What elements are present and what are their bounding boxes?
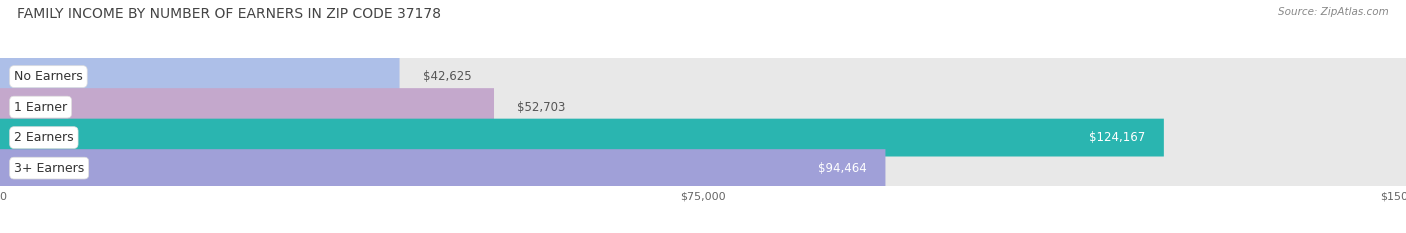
FancyBboxPatch shape — [0, 157, 1406, 180]
Text: $124,167: $124,167 — [1088, 131, 1144, 144]
FancyBboxPatch shape — [0, 56, 1406, 97]
Text: Source: ZipAtlas.com: Source: ZipAtlas.com — [1278, 7, 1389, 17]
FancyBboxPatch shape — [0, 126, 1406, 149]
FancyBboxPatch shape — [0, 65, 1406, 88]
Text: 3+ Earners: 3+ Earners — [14, 162, 84, 175]
Text: No Earners: No Earners — [14, 70, 83, 83]
Text: $94,464: $94,464 — [818, 162, 866, 175]
FancyBboxPatch shape — [0, 149, 886, 187]
Text: 1 Earner: 1 Earner — [14, 101, 67, 113]
Text: $42,625: $42,625 — [423, 70, 471, 83]
FancyBboxPatch shape — [0, 96, 1406, 119]
Text: FAMILY INCOME BY NUMBER OF EARNERS IN ZIP CODE 37178: FAMILY INCOME BY NUMBER OF EARNERS IN ZI… — [17, 7, 441, 21]
FancyBboxPatch shape — [0, 87, 1406, 127]
Text: $52,703: $52,703 — [517, 101, 565, 113]
FancyBboxPatch shape — [0, 58, 399, 96]
FancyBboxPatch shape — [0, 148, 1406, 188]
Text: 2 Earners: 2 Earners — [14, 131, 73, 144]
FancyBboxPatch shape — [0, 119, 1164, 157]
FancyBboxPatch shape — [0, 88, 494, 126]
FancyBboxPatch shape — [0, 117, 1406, 158]
